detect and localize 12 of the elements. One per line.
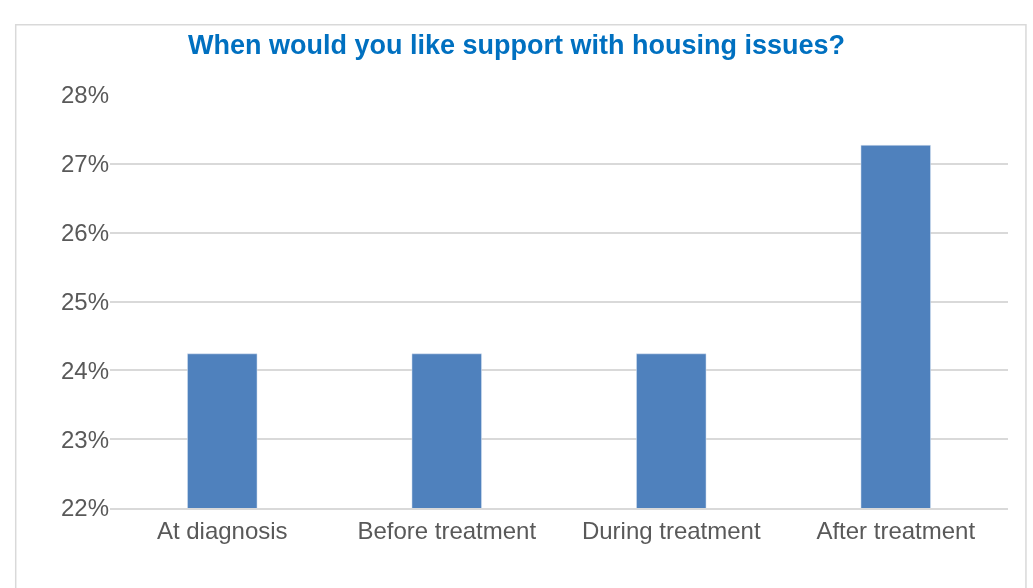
x-tick-label: At diagnosis	[156, 516, 288, 544]
y-tick-label: 28%	[60, 81, 109, 109]
x-tick-label: After treatment	[816, 516, 976, 544]
y-tick-label: 26%	[60, 219, 109, 247]
x-tick-label: During treatment	[581, 516, 761, 544]
chart-title: When would you like support with housing issues?	[187, 29, 846, 60]
y-tick-label: 22%	[60, 494, 109, 522]
y-tick-label: 25%	[60, 287, 109, 315]
x-tick-label: Before treatment	[357, 516, 537, 544]
y-tick-label: 23%	[60, 425, 109, 453]
y-tick-label: 27%	[60, 150, 109, 178]
y-tick-label: 24%	[60, 356, 109, 384]
